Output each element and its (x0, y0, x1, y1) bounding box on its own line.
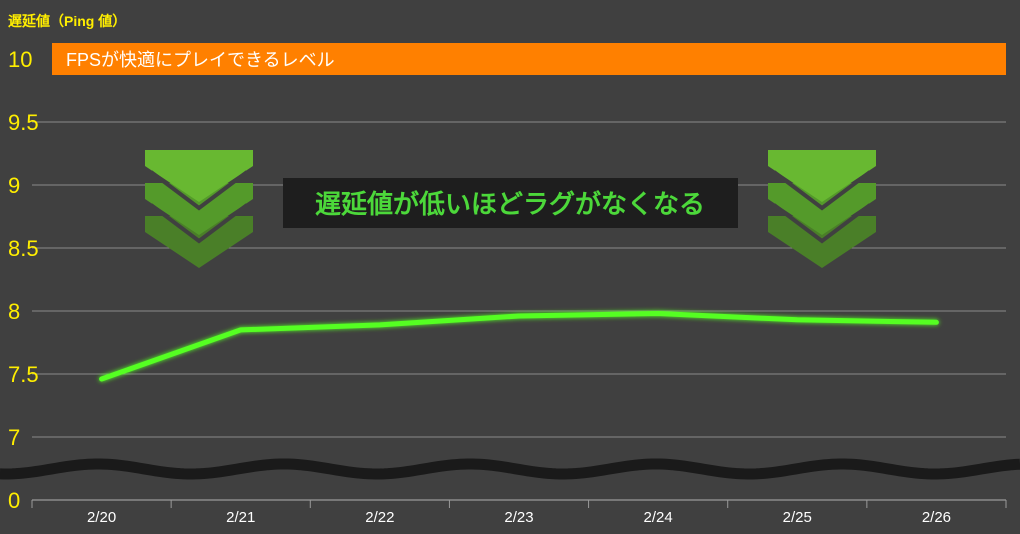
chevron-down-icon (145, 150, 253, 268)
x-tick-label: 2/20 (87, 509, 116, 526)
chevron-segment (768, 150, 876, 202)
y-axis-label: 遅延値（Ping 値） (8, 13, 126, 29)
y-tick-label: 7 (8, 425, 20, 450)
y-tick-label: 0 (8, 488, 20, 513)
chevron-gap (149, 203, 249, 244)
axis-break (0, 458, 1020, 480)
series (99, 311, 939, 382)
annotation-box (283, 178, 738, 228)
annotation: 遅延値が低いほどラグがなくなる (283, 178, 738, 228)
x-tick-label: 2/24 (644, 509, 673, 526)
chevron-segment (145, 150, 253, 202)
reference-band-label: FPSが快適にプレイできるレベル (66, 50, 335, 70)
y-tick-label: 10 (8, 47, 32, 72)
x-axis (31, 499, 1007, 508)
y-tick-label: 8.5 (8, 236, 39, 261)
y-tick-label: 9 (8, 173, 20, 198)
y-tick-label: 9.5 (8, 110, 39, 135)
reference-band-bar (52, 43, 1006, 75)
x-tick-label: 2/23 (504, 509, 533, 526)
chevron-gap (772, 203, 872, 244)
x-tick-label: 2/22 (365, 509, 394, 526)
y-tick-label: 7.5 (8, 362, 39, 387)
x-tick-label: 2/26 (922, 509, 951, 526)
x-tick-label: 2/25 (783, 509, 812, 526)
x-tick-label: 2/21 (226, 509, 255, 526)
chevron-gap (149, 170, 249, 211)
series-line (99, 311, 939, 382)
y-tick-labels: 0 7 7.5 8 8.5 9 9.5 10 (8, 47, 39, 513)
annotation-text: 遅延値が低いほどラグがなくなる (315, 189, 705, 219)
y-tick-label: 8 (8, 299, 20, 324)
chevron-down-icon (768, 150, 876, 268)
reference-band: FPSが快適にプレイできるレベル (52, 43, 1006, 75)
x-tick-labels: 2/20 2/21 2/22 2/23 2/24 2/25 2/26 (87, 509, 951, 526)
chevron-gap (772, 170, 872, 211)
